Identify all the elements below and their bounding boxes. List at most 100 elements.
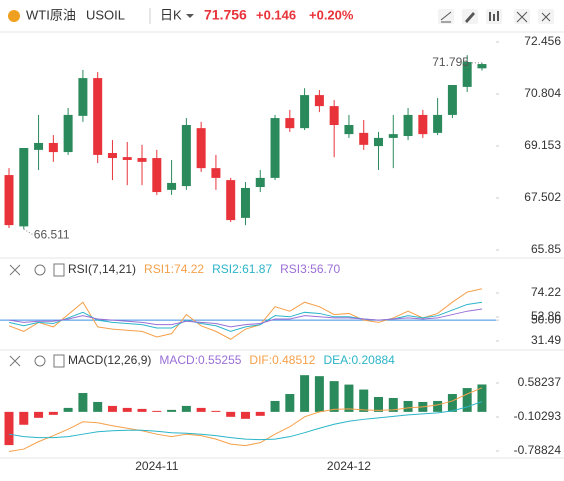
close-icon [541, 12, 551, 22]
indicator-icon [53, 354, 65, 368]
macd-bar [48, 411, 58, 415]
period-selector[interactable]: 日K [160, 7, 182, 22]
rsi-header [9, 263, 65, 277]
symbol-name: WTI原油 [26, 7, 76, 22]
candle-body [374, 137, 383, 147]
draw-icon [440, 11, 452, 23]
macd-bar [78, 393, 88, 412]
candle-body [270, 118, 280, 178]
candle-body [477, 64, 487, 69]
pen-icon [465, 12, 475, 23]
macd-bar [477, 384, 487, 412]
indicator-line [8, 387, 483, 453]
indicator-line [8, 308, 483, 328]
macd-bar [211, 410, 221, 412]
y-tick-label: 70.804 [524, 86, 561, 100]
candle-body [137, 158, 147, 162]
candle-body [63, 114, 73, 153]
y-tick-label: 67.502 [524, 190, 561, 204]
macd-bar [34, 411, 44, 418]
y-tick-label: -0.78824 [514, 443, 562, 457]
macd-bar [300, 375, 310, 412]
macd-bar [447, 394, 457, 412]
settings-icon[interactable] [34, 264, 46, 276]
indicator-title: MACD(12,26,9) [68, 353, 151, 367]
candle-body [255, 177, 265, 188]
eye-icon[interactable] [9, 355, 21, 367]
macd-bar [344, 384, 354, 412]
indicator-icon [489, 11, 499, 21]
legend-entry: DEA:0.20884 [323, 353, 395, 367]
indicator-line [8, 301, 483, 332]
macd-bar [314, 376, 324, 412]
macd-bar [403, 400, 413, 412]
candle-body [344, 124, 354, 135]
candle-body [388, 134, 398, 138]
macd-bar [240, 411, 250, 419]
candle-body [4, 175, 14, 226]
x-tick-label: 2024-11 [135, 459, 178, 473]
macd-bar [167, 409, 177, 412]
candle-body [78, 78, 88, 116]
candle-body [285, 118, 295, 129]
fullscreen-icon [516, 11, 528, 23]
candle-body [447, 85, 457, 115]
symbol-icon [8, 10, 20, 22]
candle-body [34, 142, 44, 150]
price: 71.756 [204, 7, 247, 23]
candle-body [107, 153, 117, 159]
legend-entry: DIF:0.48512 [249, 353, 315, 367]
macd-bar [270, 400, 280, 412]
indicator-title: RSI(7,14,21) [68, 262, 136, 276]
macd-bar [285, 394, 295, 412]
dropdown-arrow[interactable] [186, 14, 194, 18]
y-tick-label: 0.58237 [518, 375, 562, 389]
candle-body [359, 132, 369, 145]
macd-bar [93, 401, 103, 412]
annotation: 66.511 [34, 227, 70, 241]
candle-body [300, 95, 310, 129]
candle-body [122, 157, 132, 160]
indicator-icon [53, 263, 65, 277]
macd-bar [19, 411, 29, 425]
header: WTI原油 USOIL 日K 71.756 +0.146 +0.20% [8, 7, 554, 24]
macd-header [9, 354, 65, 368]
candle-body [403, 114, 413, 137]
eye-icon[interactable] [9, 264, 21, 276]
macd-bar [181, 405, 191, 412]
candle-body [329, 106, 339, 125]
candle-body [211, 168, 221, 178]
y-tick-label: 74.22 [531, 285, 561, 299]
change-pct: +0.20% [309, 7, 354, 22]
macd-bar [137, 408, 147, 412]
indicator-line [8, 401, 483, 441]
macd-bar [329, 381, 339, 412]
candle-body [226, 180, 236, 221]
y-tick-label: 72.456 [524, 34, 561, 48]
y-tick-label: 52.86 [531, 309, 561, 323]
macd-bar [226, 411, 236, 417]
annotation-leader [23, 228, 35, 236]
macd-bar [462, 388, 472, 412]
macd-bar [107, 405, 117, 412]
x-tick-label: 2024-12 [327, 459, 371, 473]
candle-body [314, 95, 324, 107]
candle-body [433, 114, 443, 133]
settings-icon[interactable] [34, 355, 46, 367]
candle-body [19, 147, 29, 227]
macd-bar [122, 407, 132, 412]
macd-bar [4, 411, 14, 446]
candle-body [418, 114, 428, 135]
candle-body [152, 158, 162, 193]
candle-body [167, 182, 177, 190]
macd-bar [255, 411, 265, 416]
macd-bar [433, 400, 443, 412]
candle-body [462, 62, 472, 87]
y-tick-label: 65.85 [531, 242, 561, 256]
legend-entry: RSI1:74.22 [144, 262, 204, 276]
candle-body [181, 124, 191, 187]
macd-bar [359, 389, 369, 412]
y-tick-label: 31.49 [531, 333, 561, 347]
macd-bar [63, 407, 73, 412]
annotation: 71.795 [432, 55, 469, 69]
